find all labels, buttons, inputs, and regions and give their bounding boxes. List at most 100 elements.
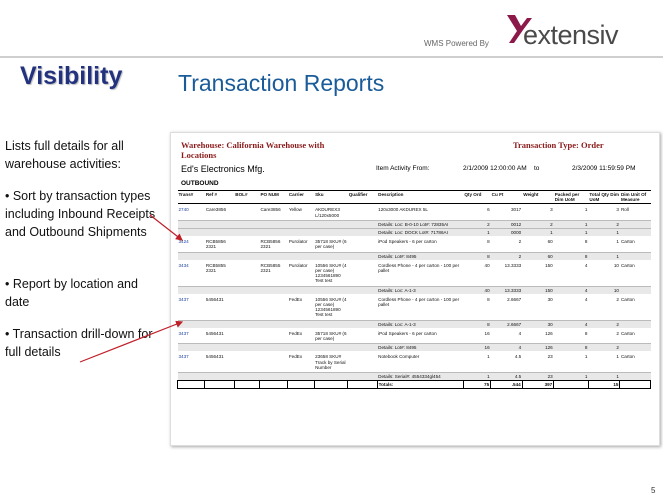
table-cell: 8 <box>553 343 589 352</box>
table-cell: 126 <box>545 330 553 336</box>
item-activity-label: Item Activity From: <box>376 165 430 172</box>
table-row[interactable]: 3434 RCB5855 2321 RCB5855 2321 Purolator 105… <box>178 260 651 286</box>
table-cell: 2.6667 <box>490 319 523 328</box>
table-cell: 60 <box>547 239 553 245</box>
table-cell <box>287 372 315 381</box>
table-cell <box>287 251 315 260</box>
table-cell <box>619 343 651 352</box>
table-cell <box>287 219 315 229</box>
table-cell: Details: Loc: A-1-3 <box>377 285 464 294</box>
table-cell: 8 <box>553 251 589 260</box>
column-header: Weight <box>522 189 554 205</box>
table-cell: 3017 <box>510 207 522 213</box>
table-cell <box>177 319 205 328</box>
table-cell <box>204 219 235 229</box>
table-cell <box>204 319 235 328</box>
table-cell: 1 <box>487 354 490 360</box>
table-cell: 1 <box>553 372 589 381</box>
table-cell: 8 <box>463 251 491 260</box>
table-cell <box>177 285 205 294</box>
page-number: 5 <box>651 486 656 495</box>
table-cell <box>347 372 378 381</box>
table-cell: FedEx <box>288 354 303 360</box>
table-cell <box>204 228 235 237</box>
transaction-link[interactable]: 3437 <box>178 296 189 302</box>
table-cell: 1 <box>616 354 619 360</box>
table-cell <box>176 380 206 390</box>
table-cell: 120x3000 AKDUREX 5L <box>378 207 428 213</box>
table-cell <box>177 219 205 229</box>
table-cell: 2.6667 <box>507 296 522 302</box>
table-cell <box>177 228 205 237</box>
detail-row: Details: Lot#: 8495 8 2 60 8 1 <box>177 251 651 260</box>
report-warehouse: Warehouse: California Warehouse with Loc… <box>181 140 325 160</box>
slide-title: Transaction Reports <box>178 70 385 96</box>
table-cell: Carton <box>620 354 635 360</box>
table-cell: RCB5856 2321 <box>205 239 226 250</box>
table-cell <box>287 343 315 352</box>
table-cell: 1 <box>584 354 588 360</box>
table-cell: Details: Loc: DOCK Lot#: 71786AI <box>377 228 464 237</box>
table-cell <box>348 260 377 286</box>
table-cell: Purolator <box>288 239 308 245</box>
table-cell <box>619 228 651 237</box>
transaction-link[interactable]: 3424 <box>178 239 189 245</box>
header-divider <box>0 56 663 58</box>
transaction-link[interactable]: 3437 <box>178 354 189 360</box>
detail-row: Details: Serial#: 4554334gl454 1 4.5 23 1 1 <box>177 372 651 381</box>
table-cell: 3 <box>616 207 619 213</box>
table-cell <box>177 372 205 381</box>
table-cell: 8 <box>584 239 588 245</box>
table-cell: 4 <box>490 343 523 352</box>
table-cell: Cordless Phone - 4 per carton - 100 per … <box>378 296 460 308</box>
table-cell: 2 <box>518 239 522 245</box>
table-cell <box>287 319 315 328</box>
transaction-link[interactable]: 3434 <box>178 262 189 268</box>
transaction-link[interactable]: 3437 <box>178 330 189 336</box>
table-cell: Roll <box>620 207 629 213</box>
table-cell: 8 <box>487 239 490 245</box>
table-cell <box>619 251 651 260</box>
table-cell: 2 <box>588 319 620 328</box>
table-cell: RCB5855 2321 <box>205 262 226 274</box>
table-cell <box>347 343 378 352</box>
table-cell: Cordless Phone - 4 per carton - 100 per … <box>378 262 460 274</box>
table-cell <box>619 219 651 229</box>
table-cell <box>233 380 260 390</box>
table-cell: Carton <box>620 239 635 245</box>
table-cell: 13.3333 <box>504 262 522 268</box>
table-cell: 5456431 <box>205 354 224 360</box>
table-cell: 1 <box>588 251 620 260</box>
table-cell <box>234 228 260 237</box>
table-cell: .544 <box>490 380 523 390</box>
date-to: 2/3/2009 11:59:59 PM <box>572 165 636 172</box>
table-cell: 10 <box>613 262 619 268</box>
table-cell: 1 <box>616 239 619 245</box>
table-cell: 8 <box>487 296 490 302</box>
table-cell: 0000 <box>490 228 523 237</box>
table-cell: AKDUREX3 L/120x5000 <box>315 207 340 218</box>
table-cell: Notebook Computer <box>378 354 420 360</box>
table-cell: 10 <box>588 285 620 294</box>
table-cell: Details: Loc: B-0-10 Lot#: 72835AI <box>377 219 464 229</box>
transaction-link[interactable]: 2740 <box>178 207 189 213</box>
table-cell: 40 <box>484 262 490 268</box>
table-cell: 10556 SKU# (4 per case) 1234561890 Test … <box>315 262 347 284</box>
section-title: Visibility <box>20 62 123 90</box>
table-row[interactable]: 3437 5456431 FedEx 35718 SKU# (6 per case) i… <box>178 328 651 344</box>
column-header: Dim Unit Of Measure <box>619 189 651 205</box>
table-row[interactable]: 3437 5456431 FedEx 10556 SKU# (4 per case) … <box>178 294 651 320</box>
table-cell <box>314 343 348 352</box>
table-cell <box>259 294 287 320</box>
table-cell: 2 <box>588 219 620 229</box>
table-cell: 2 <box>616 330 619 336</box>
table-row[interactable]: 2740 Care3856 Care3856 Yellow AKDUREX3 L/120… <box>178 204 651 220</box>
table-cell <box>314 319 348 328</box>
table-cell <box>259 328 287 344</box>
table-cell <box>234 351 259 372</box>
table-cell <box>204 372 235 381</box>
table-cell: 6 <box>487 207 490 213</box>
table-cell: 30 <box>547 296 553 302</box>
table-row[interactable]: 3437 5456431 FedEx 23658 SKU# Track by Seri… <box>178 351 651 372</box>
table-row[interactable]: 3424 RCB5856 2321 RCB5856 2321 Purolator 357… <box>178 236 651 252</box>
